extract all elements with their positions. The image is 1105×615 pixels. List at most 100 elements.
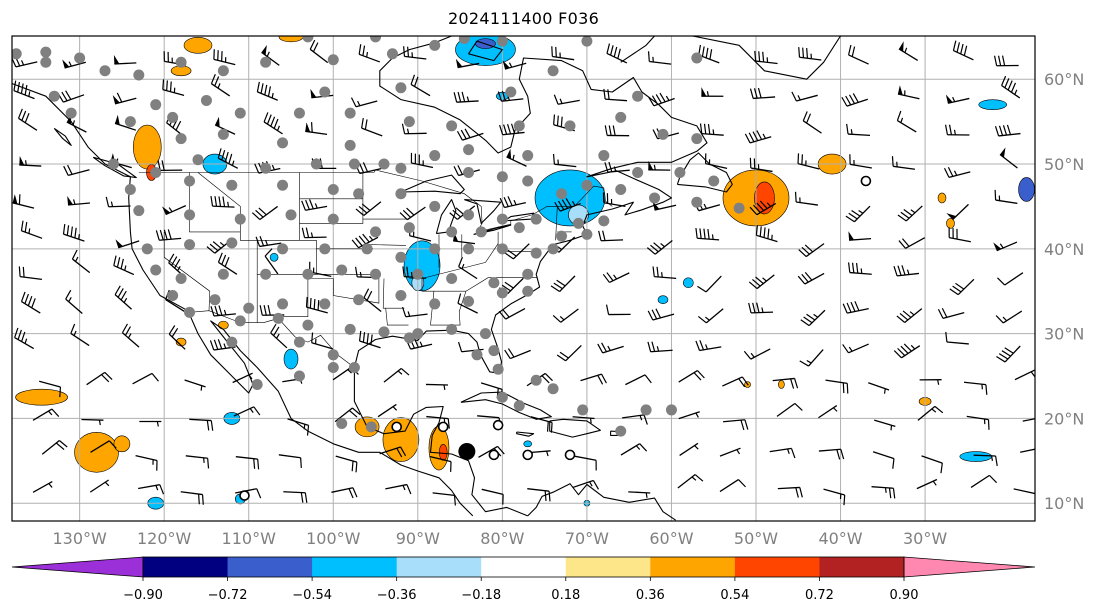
station-marker-9 [386, 48, 398, 60]
wind-barb-193 [232, 372, 253, 384]
station-marker-4 [133, 69, 145, 81]
station-marker-77 [184, 209, 196, 221]
station-marker-10 [429, 39, 441, 51]
station-marker-41 [463, 144, 475, 156]
wind-barb-17 [847, 44, 869, 65]
wind-barb-242 [574, 455, 597, 471]
wind-barb-6 [309, 39, 329, 64]
wind-barb-143 [847, 262, 872, 275]
coastline-15 [620, 36, 655, 63]
station-marker-19 [150, 99, 162, 111]
wind-barb-56 [699, 123, 724, 136]
wind-barb-200 [580, 373, 607, 385]
wind-barb-64 [63, 164, 90, 176]
wind-barb-26 [256, 81, 278, 101]
wind-barb-63 [19, 155, 42, 167]
wind-barb-10 [502, 60, 527, 70]
border-0 [138, 169, 613, 233]
wind-barb-238 [379, 446, 407, 458]
wind-barb-22 [57, 90, 85, 103]
wind-barb-91 [355, 201, 382, 217]
station-marker-70 [429, 200, 441, 212]
station-marker-114 [277, 298, 289, 310]
wind-barb-39 [897, 85, 920, 100]
station-marker-27 [344, 107, 356, 119]
station-marker-146 [496, 391, 508, 403]
wind-barb-235 [235, 456, 260, 470]
station-marker-96 [463, 243, 475, 255]
colorbar-extend-low [11, 556, 144, 578]
border-3 [189, 172, 241, 233]
shading-blob-2 [183, 37, 213, 54]
wind-barb-182 [695, 340, 722, 352]
wind-barb-48 [305, 122, 328, 136]
wind-barb-215 [287, 418, 310, 436]
wind-barb-102 [897, 205, 923, 222]
station-marker-139 [547, 383, 559, 395]
station-marker-137 [492, 363, 504, 375]
wind-barb-75 [604, 161, 630, 173]
wind-barb-38 [841, 93, 869, 107]
station-marker-53 [395, 162, 407, 174]
wind-barb-99 [749, 200, 777, 216]
shading-blob-40 [946, 218, 955, 229]
open-circle-7 [860, 175, 872, 187]
wind-barb-101 [845, 205, 871, 223]
lon-label-9: 40°W [818, 529, 862, 548]
wind-barb-77 [704, 153, 728, 169]
station-marker-8 [327, 54, 339, 66]
station-marker-151 [665, 404, 677, 416]
wind-barb-81 [891, 156, 916, 170]
wind-barb-239 [429, 455, 452, 472]
lat-label-0: 10°N [1044, 494, 1084, 513]
station-marker-152 [691, 52, 703, 64]
wind-barb-110 [255, 236, 282, 248]
station-marker-124 [272, 312, 284, 324]
station-marker-95 [429, 243, 441, 255]
station-marker-14 [547, 65, 559, 77]
wind-barb-30 [453, 91, 479, 103]
wind-barb-205 [825, 379, 849, 394]
wind-barb-168 [14, 327, 35, 350]
wind-barb-49 [361, 117, 383, 137]
wind-barb-119 [695, 228, 720, 241]
station-marker-45 [674, 167, 686, 179]
station-marker-56 [522, 175, 534, 187]
open-circle-6 [564, 449, 576, 461]
wind-barb-233 [135, 454, 158, 471]
map-frame [11, 35, 1036, 522]
station-marker-102 [217, 268, 229, 280]
open-circle-5 [522, 449, 534, 461]
wind-barb-237 [335, 455, 358, 473]
wind-barb-189 [39, 380, 62, 398]
wind-barb-2 [113, 55, 137, 65]
shading-blob-32 [218, 320, 229, 330]
station-marker-84 [475, 226, 487, 238]
station-marker-40 [429, 150, 441, 162]
wind-barb-183 [743, 348, 771, 360]
coastline-5 [549, 418, 601, 438]
station-marker-91 [277, 243, 289, 255]
wind-barb-170 [121, 323, 140, 348]
station-marker-133 [327, 349, 339, 361]
coastline-1 [353, 367, 528, 517]
wind-barb-174 [311, 332, 334, 350]
wind-barb-158 [552, 308, 579, 323]
wind-barb-32 [553, 94, 580, 105]
lon-label-4: 90°W [396, 529, 440, 548]
station-marker-51 [310, 158, 322, 170]
wind-barb-227 [874, 419, 896, 431]
wind-barb-60 [896, 110, 917, 133]
coastline-13 [503, 212, 535, 222]
wind-barb-19 [952, 40, 974, 61]
station-marker-138 [530, 374, 542, 386]
station-marker-81 [370, 226, 382, 238]
station-marker-108 [446, 273, 458, 284]
wind-barb-271 [970, 474, 998, 489]
station-marker-118 [429, 298, 441, 310]
shading-blob-22 [15, 388, 68, 406]
station-marker-104 [302, 268, 314, 280]
wind-barb-16 [798, 47, 822, 61]
station-marker-49 [192, 154, 204, 166]
wind-barb-177 [457, 341, 484, 353]
